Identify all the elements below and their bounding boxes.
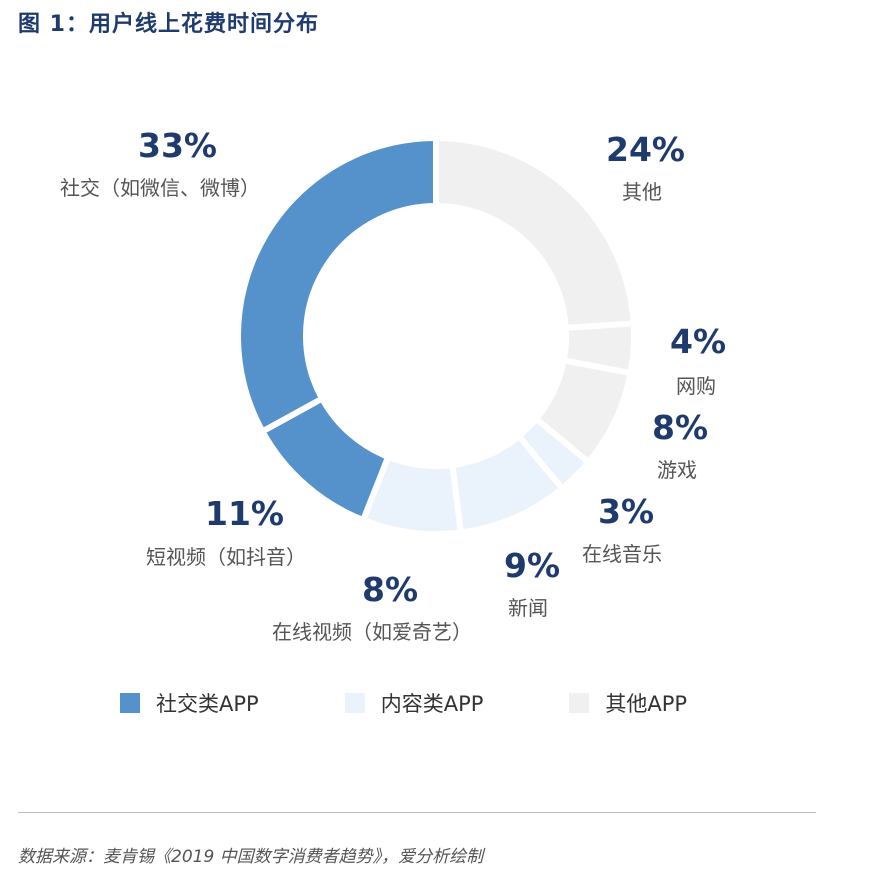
divider-line: [18, 812, 816, 813]
pct-label-games: 8%: [652, 408, 709, 447]
pct-label-short-video: 11%: [205, 494, 284, 533]
donut-chart: [235, 134, 637, 534]
category-label-games: 游戏: [657, 458, 697, 482]
legend-swatch-content: [344, 693, 365, 713]
pct-label-shopping: 4%: [670, 322, 727, 361]
legend-label-other: 其他APP: [605, 692, 688, 716]
pct-label-other: 24%: [606, 130, 685, 169]
pct-label-news: 9%: [504, 546, 561, 585]
donut-slice-social: [235, 134, 439, 436]
category-label-news: 新闻: [508, 596, 548, 620]
legend-label-content: 内容类APP: [380, 692, 484, 716]
chart-legend: 社交类APP 内容类APP 其他APP: [120, 688, 773, 718]
legend-item-social: 社交类APP: [120, 688, 259, 718]
pct-label-video: 8%: [362, 570, 419, 609]
category-label-video: 在线视频（如爱奇艺）: [272, 620, 472, 644]
legend-label-social: 社交类APP: [156, 692, 259, 716]
chart-title: 图 1：用户线上花费时间分布: [18, 12, 319, 37]
category-label-other: 其他: [622, 180, 662, 204]
legend-item-other: 其他APP: [569, 688, 687, 718]
category-label-short-video: 短视频（如抖音）: [146, 545, 306, 569]
donut-slice-other: [433, 134, 637, 332]
legend-swatch-social: [120, 693, 140, 713]
category-label-social: 社交（如微信、微博）: [60, 176, 260, 200]
category-label-shopping: 网购: [676, 374, 716, 398]
pct-label-social: 33%: [138, 126, 217, 165]
legend-item-content: 内容类APP: [344, 688, 484, 718]
category-label-music: 在线音乐: [582, 542, 662, 566]
pct-label-music: 3%: [598, 492, 655, 531]
legend-swatch-other: [569, 693, 590, 713]
source-note: 数据来源：麦肯锡《2019 中国数字消费者趋势》，爱分析绘制: [18, 847, 484, 867]
